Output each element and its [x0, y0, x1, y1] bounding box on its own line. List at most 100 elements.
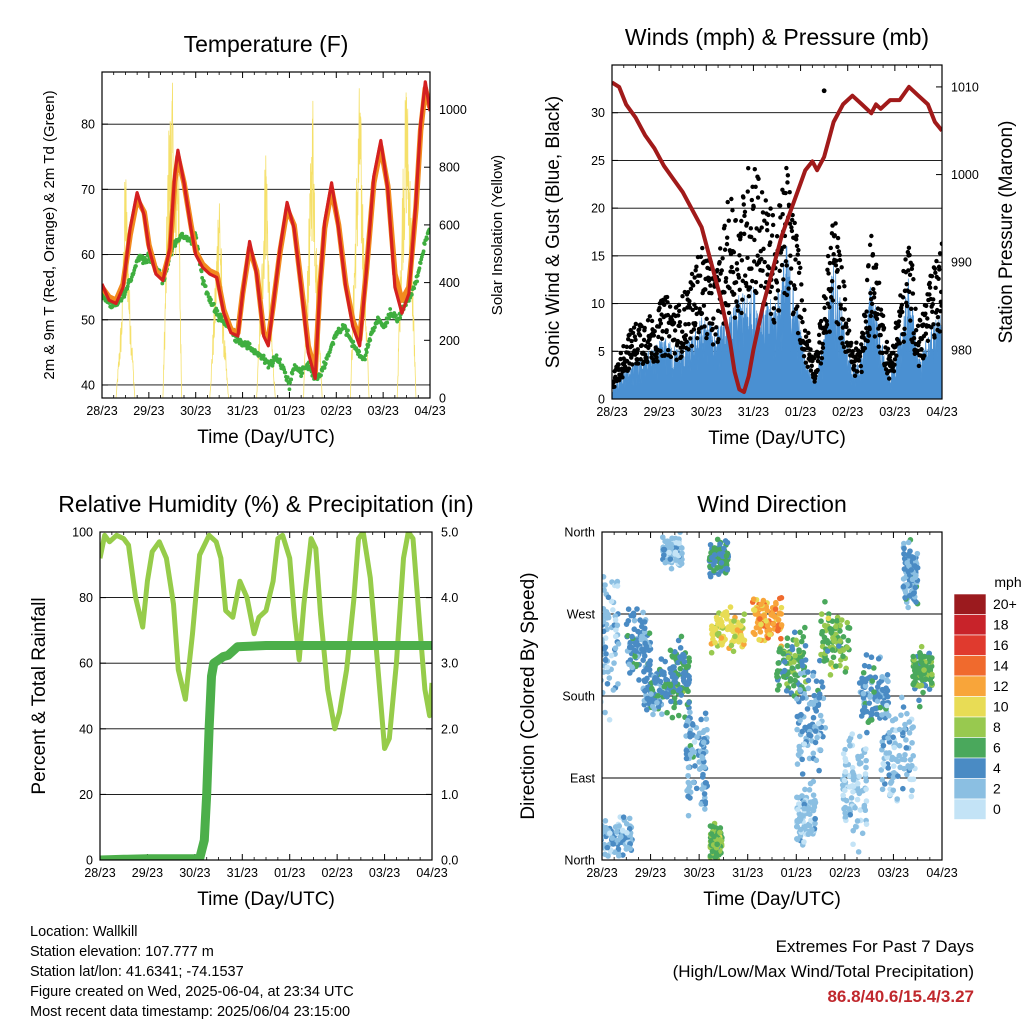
direction-point — [717, 541, 723, 547]
y2-tick-label: 200 — [439, 334, 460, 348]
direction-point — [882, 781, 888, 787]
legend-swatch — [953, 696, 987, 718]
direction-point — [794, 794, 800, 801]
extremes-box: Extremes For Past 7 Days (High/Low/Max W… — [673, 934, 974, 1009]
direction-point — [906, 552, 912, 559]
direction-point — [612, 824, 619, 830]
gust-point — [819, 355, 825, 361]
x-tick-label: 30/23 — [684, 866, 715, 880]
gust-point — [630, 330, 636, 335]
direction-point — [812, 739, 819, 746]
gust-point — [675, 313, 681, 318]
y-tick-label: 30 — [591, 106, 605, 120]
direction-point — [650, 711, 656, 718]
gust-point — [769, 233, 775, 238]
dewpoint-point — [421, 249, 426, 254]
gust-point — [815, 354, 821, 359]
gust-point — [658, 321, 664, 326]
gust-point — [844, 324, 849, 330]
direction-point — [845, 637, 851, 644]
y2-tick-label: 5.0 — [441, 526, 458, 540]
gust-point — [723, 275, 729, 281]
direction-point — [756, 636, 762, 643]
gust-point — [872, 291, 877, 296]
direction-point — [831, 638, 837, 644]
direction-point — [717, 829, 723, 836]
x-axis-label: Time (Day/UTC) — [197, 889, 335, 910]
dewpoint-point — [417, 266, 422, 271]
direction-point — [634, 661, 640, 668]
direction-point — [685, 772, 691, 779]
gust-point — [664, 328, 669, 333]
gust-point — [910, 339, 915, 345]
gust-point — [659, 336, 665, 341]
gust-point — [822, 305, 827, 311]
gust-point — [690, 283, 696, 288]
gust-point — [837, 257, 843, 263]
direction-point — [814, 734, 820, 741]
direction-point — [731, 618, 737, 624]
gust-point — [827, 304, 832, 310]
gust-point — [660, 329, 665, 334]
legend-label: 2 — [993, 781, 1001, 797]
direction-point — [718, 559, 725, 566]
direction-point — [664, 709, 670, 716]
gust-point — [938, 299, 942, 305]
direction-point — [906, 719, 913, 725]
gust-point — [764, 221, 770, 226]
x-tick-label: 03/23 — [369, 866, 400, 880]
direction-point — [714, 536, 721, 543]
gust-point — [938, 309, 942, 314]
direction-point — [611, 660, 617, 666]
gust-point — [852, 359, 857, 364]
y-tick-label: North — [564, 854, 595, 868]
gust-point — [755, 253, 760, 258]
direction-point — [792, 652, 798, 659]
gust-point — [704, 335, 709, 341]
x-tick-label: 02/23 — [829, 866, 860, 880]
direction-point — [902, 751, 908, 758]
direction-point — [652, 675, 658, 681]
gust-outlier-point — [821, 88, 827, 94]
gust-point — [645, 359, 650, 365]
gust-point — [626, 336, 631, 342]
direction-point — [668, 565, 675, 572]
direction-point — [804, 706, 811, 712]
chart-title: Relative Humidity (%) & Precipitation (i… — [58, 491, 473, 517]
gust-point — [716, 337, 721, 342]
gust-point — [769, 284, 774, 289]
gust-point — [932, 335, 937, 340]
panel-winds: Winds (mph) & Pressure (mb) 28/23 29/23 30/… — [543, 24, 1017, 449]
gust-point — [725, 199, 730, 205]
gust-point — [760, 268, 765, 273]
dewpoint-point — [366, 342, 371, 347]
direction-point — [685, 779, 692, 786]
direction-point — [913, 572, 919, 579]
x-tick-label: 28/23 — [586, 866, 617, 880]
gust-point — [794, 243, 800, 249]
gust-point — [899, 302, 905, 308]
gust-point — [616, 362, 621, 367]
direction-point — [901, 545, 907, 552]
direction-point — [896, 726, 903, 733]
direction-point — [641, 653, 648, 659]
direction-point — [602, 709, 608, 716]
direction-point — [772, 606, 779, 612]
direction-point — [640, 657, 646, 663]
gust-point — [917, 318, 923, 323]
direction-point — [827, 625, 833, 632]
dewpoint-point — [385, 320, 390, 325]
gust-point — [868, 290, 873, 296]
direction-point — [613, 627, 619, 633]
temp-9m-line — [102, 85, 430, 375]
direction-point — [662, 658, 668, 665]
gust-point — [720, 256, 725, 261]
gust-point — [637, 333, 643, 338]
direction-point — [602, 614, 606, 620]
gust-point — [713, 332, 718, 337]
direction-point — [677, 665, 684, 672]
direction-point — [678, 633, 685, 640]
direction-point — [867, 693, 874, 699]
x-axis-label: Time (Day/UTC) — [708, 428, 846, 449]
gust-point — [808, 368, 814, 373]
